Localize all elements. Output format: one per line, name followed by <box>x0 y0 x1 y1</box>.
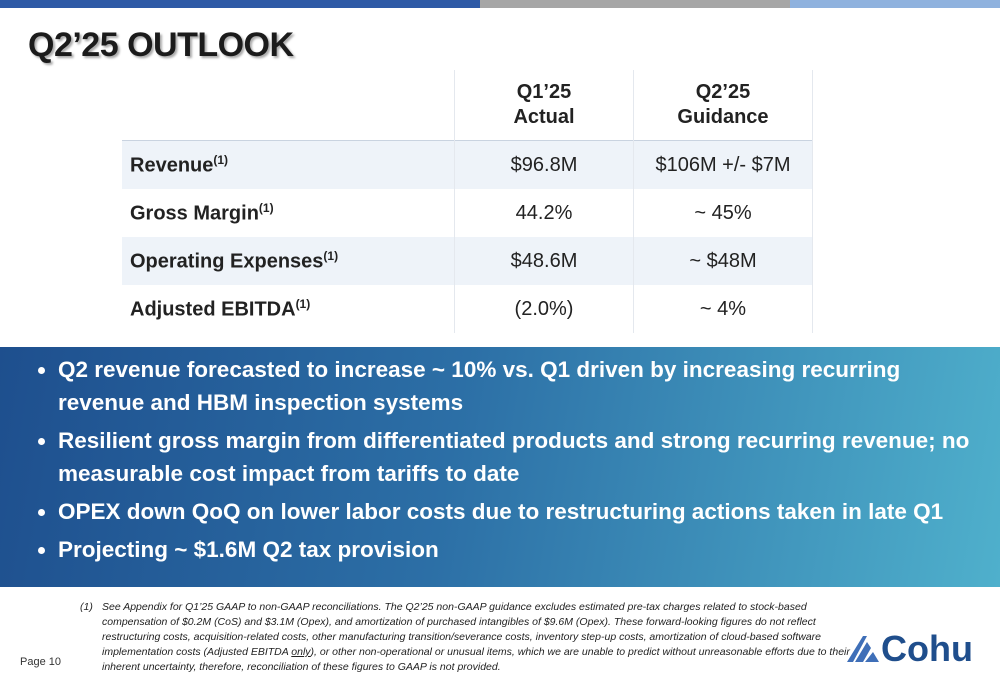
title: Q2’25 OUTLOOK <box>28 26 294 64</box>
footnote-ref: (1) <box>295 296 311 311</box>
table-row: Operating Expenses(1) $48.6M ~ $48M <box>122 237 813 285</box>
table-row: Adjusted EBITDA(1) (2.0%) ~ 4% <box>122 285 813 333</box>
table-row: Revenue(1) $96.8M $106M +/- $7M <box>122 140 813 189</box>
column-header: Q2’25 Guidance <box>633 70 813 141</box>
footnote-ref: (1) <box>213 152 229 167</box>
column-header: Q1’25 Actual <box>454 70 634 141</box>
actual-cell: 44.2% <box>454 189 634 237</box>
logo-mark <box>847 636 879 662</box>
page-number: Page 10 <box>20 656 61 668</box>
guidance-cell: ~ 4% <box>633 285 813 333</box>
row-label: Revenue(1) <box>122 140 455 189</box>
guidance-cell: ~ $48M <box>633 237 813 285</box>
footnote: (1) See Appendix for Q1’25 GAAP to non-GA… <box>80 601 850 673</box>
guidance-cell: $106M +/- $7M <box>633 140 813 189</box>
highlights-band: Q2 revenue forecasted to increase ~ 10% … <box>0 347 1000 587</box>
bullet: Projecting ~ $1.6M Q2 tax provision <box>58 533 980 566</box>
row-label: Gross Margin(1) <box>122 189 455 237</box>
bullet: Resilient gross margin from differentiat… <box>58 424 980 490</box>
bullet: OPEX down QoQ on lower labor costs due t… <box>58 495 980 528</box>
top-bar <box>480 0 790 8</box>
outlook-table: Q1’25 Actual Q2’25 Guidance Revenue(1) $96.… <box>122 70 813 333</box>
actual-cell: $96.8M <box>454 140 634 189</box>
table-row: Gross Margin(1) 44.2% ~ 45% <box>122 189 813 237</box>
bullet: Q2 revenue forecasted to increase ~ 10% … <box>58 353 980 419</box>
top-bar <box>0 0 480 8</box>
footnote-ref: (1) <box>323 248 339 263</box>
actual-cell: (2.0%) <box>454 285 634 333</box>
label-text: Revenue <box>130 154 214 177</box>
actual-cell: $48.6M <box>454 237 634 285</box>
guidance-cell: ~ 45% <box>633 189 813 237</box>
top-bar <box>790 0 1000 8</box>
row-label: Adjusted EBITDA(1) <box>122 285 455 333</box>
label-text: Gross Margin <box>130 202 259 225</box>
logo: Cohu <box>845 628 973 670</box>
label-text: Adjusted EBITDA <box>130 298 296 321</box>
footnote-ref: (1) <box>258 200 274 215</box>
label-text: Operating Expenses <box>130 250 324 273</box>
row-label: Operating Expenses(1) <box>122 237 455 285</box>
